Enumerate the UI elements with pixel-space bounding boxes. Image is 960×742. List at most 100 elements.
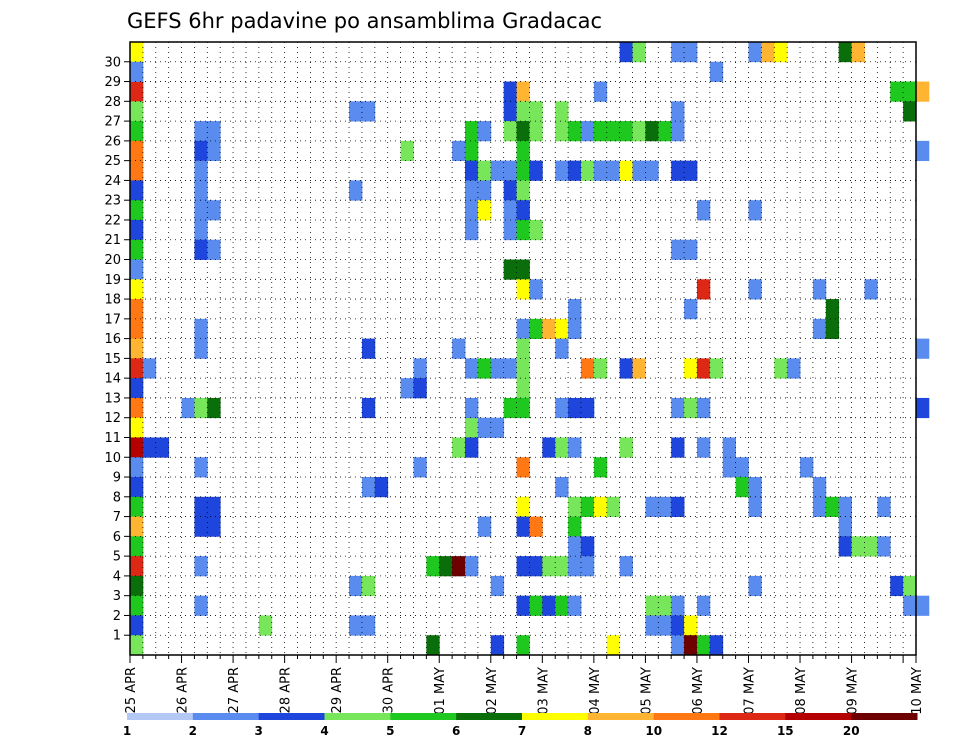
y-tick-label: 20 [104, 253, 121, 268]
heatmap-cell [903, 595, 917, 616]
x-tick-label: 09 MAY [846, 667, 861, 715]
x-tick-label: 06 MAY [691, 667, 706, 715]
heatmap-cell [748, 279, 762, 300]
y-tick-label: 19 [104, 273, 121, 288]
heatmap-cell [130, 160, 144, 181]
heatmap-cell [580, 397, 595, 419]
heatmap-cell [568, 496, 582, 517]
heatmap-cell [516, 101, 530, 122]
heatmap-cell [555, 595, 569, 616]
heatmap-cell [194, 556, 208, 577]
heatmap-cell [838, 536, 852, 557]
y-tick-label: 3 [113, 589, 121, 604]
heatmap-cell [542, 318, 556, 340]
heatmap-cell [568, 121, 582, 142]
heatmap-cell [593, 496, 608, 517]
legend-label: 10 [645, 724, 662, 738]
y-axis-ticks: 1234567891011121314151617181920212223242… [104, 55, 130, 644]
heatmap-cell [465, 417, 479, 438]
heatmap-cell [516, 516, 530, 537]
heatmap-cell [503, 81, 517, 102]
y-tick-label: 22 [104, 213, 121, 228]
heatmap-cell [645, 121, 659, 142]
x-tick-label: 01 MAY [433, 667, 448, 715]
heatmap-cell [490, 417, 505, 438]
heatmap-cell [890, 81, 904, 102]
heatmap-cell [490, 160, 505, 181]
heatmap-cell [194, 595, 208, 616]
heatmap-cell [890, 575, 904, 597]
heatmap-cell [130, 496, 144, 517]
heatmap-cell [130, 575, 144, 597]
y-tick-label: 2 [113, 609, 121, 624]
heatmap-cell [568, 516, 582, 537]
heatmap-cell [722, 437, 737, 458]
x-tick-label: 28 APR [279, 667, 294, 713]
heatmap-cell [800, 457, 814, 478]
grid-lines [130, 42, 916, 655]
heatmap-cell [503, 259, 517, 280]
heatmap-cell [916, 397, 930, 419]
heatmap-cell [645, 615, 659, 636]
heatmap-cell [465, 121, 479, 142]
heatmap-cell [684, 635, 698, 656]
heatmap-cell [632, 358, 646, 379]
x-tick-label: 29 APR [330, 667, 345, 713]
legend-swatch [587, 713, 655, 720]
x-tick-label: 26 APR [176, 667, 191, 713]
heatmap-cell [516, 200, 530, 221]
heatmap-cell [516, 397, 530, 419]
heatmap-cell [555, 101, 569, 122]
heatmap-cell [568, 556, 582, 577]
heatmap-cell [516, 140, 530, 162]
heatmap-cell [619, 358, 633, 379]
heatmap-cell [825, 318, 840, 340]
heatmap-cell [130, 378, 144, 399]
x-tick-label: 03 MAY [536, 667, 551, 715]
x-tick-label: 08 MAY [794, 667, 809, 715]
heatmap-cell [130, 477, 144, 498]
heatmap-cell [671, 496, 685, 517]
heatmap-cell [877, 496, 891, 517]
heatmap-cell [194, 338, 208, 359]
heatmap-cell [130, 615, 144, 636]
heatmap-cell [516, 81, 530, 102]
legend-label: 15 [777, 724, 794, 738]
heatmap-cell [580, 496, 595, 517]
heatmap-cell [207, 140, 221, 162]
heatmap-cell [658, 615, 672, 636]
heatmap-cell [516, 496, 530, 517]
heatmap-cell [503, 358, 517, 379]
heatmap-cell [516, 160, 530, 181]
heatmap-cell [606, 121, 621, 142]
legend-swatch [522, 713, 589, 720]
heatmap-cell [142, 358, 157, 379]
heatmap-cell [671, 239, 685, 260]
plot-frame [129, 41, 917, 656]
heatmap-cell [465, 160, 479, 181]
heatmap-cell [130, 200, 144, 221]
heatmap-cell [529, 556, 543, 577]
heatmap-cell [426, 556, 440, 577]
heatmap-cell [155, 437, 170, 458]
heatmap-cell [696, 200, 711, 221]
heatmap-cell [503, 160, 517, 181]
heatmap-cell [452, 556, 466, 577]
heatmap-cell [555, 318, 569, 340]
heatmap-cell [130, 279, 144, 300]
legend-swatch [390, 713, 457, 720]
heatmap-cell [194, 160, 208, 181]
heatmap-cell [722, 457, 737, 478]
heatmap-cell [194, 200, 208, 221]
legend-label: 8 [584, 724, 592, 738]
heatmap-cell [555, 338, 569, 359]
legend-swatch [785, 713, 852, 720]
heatmap-cell [709, 358, 724, 379]
legend-label: 3 [255, 724, 263, 738]
heatmap-cell [619, 42, 633, 63]
heatmap-cell [465, 140, 479, 162]
heatmap-cell [568, 437, 582, 458]
heatmap-cell [632, 42, 646, 63]
heatmap-cell [774, 42, 788, 63]
heatmap-cell [838, 516, 852, 537]
